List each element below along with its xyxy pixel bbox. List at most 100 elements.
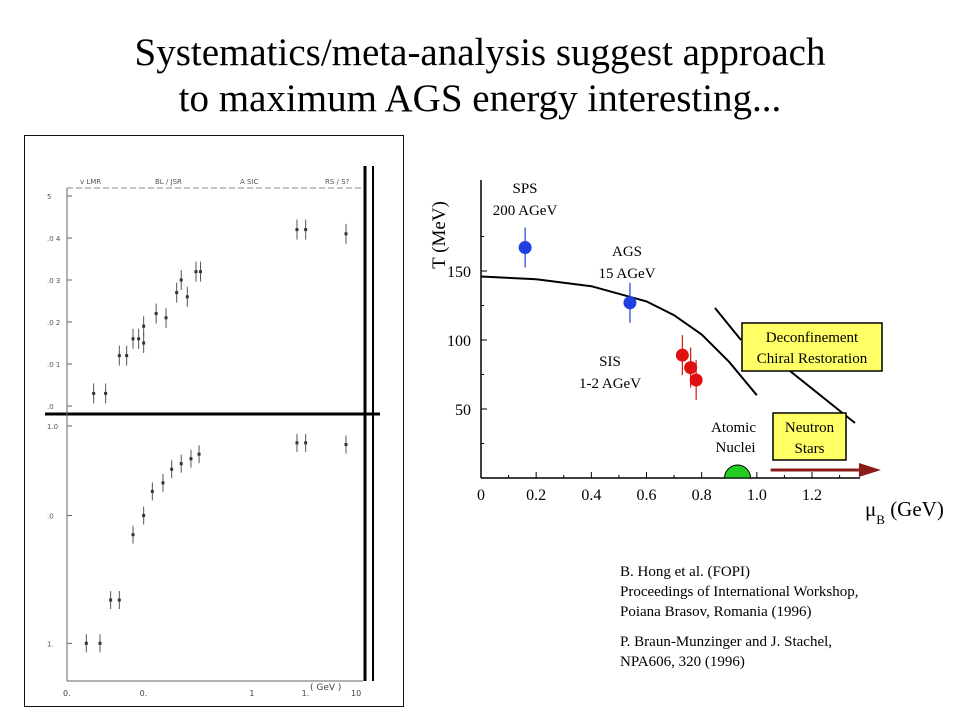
atomic-nuclei-label-line-1: Atomic	[711, 420, 756, 436]
x-tick-label: 0.2	[526, 487, 546, 504]
reference-1-line-2: Proceedings of International Workshop,	[620, 584, 859, 600]
sps-label-line-2: 200 AGeV	[493, 203, 558, 219]
x-tick-label: 1.2	[802, 487, 822, 504]
scan-top-point	[117, 354, 121, 358]
atomic-nuclei-label-line-2: Nuclei	[716, 440, 756, 456]
scan-top-point	[304, 228, 308, 232]
deconfinement-box-line-2: Chiral Restoration	[757, 351, 868, 367]
scan-bottom-x-tick: 10	[351, 689, 361, 698]
scan-bottom-point	[179, 462, 183, 466]
scan-bottom-point	[84, 641, 88, 645]
references: B. Hong et al. (FOPI) Proceedings of Int…	[620, 562, 950, 682]
reference-2: P. Braun-Munzinger and J. Stachel, NPA60…	[620, 632, 950, 672]
scan-top-point	[179, 278, 183, 282]
scan-bottom-x-label: ( GeV )	[310, 683, 341, 693]
reference-1-line-1: B. Hong et al. (FOPI)	[620, 564, 750, 580]
scan-bottom-x-tick: 1	[249, 689, 254, 698]
reference-2-line-1: P. Braun-Munzinger and J. Stachel,	[620, 634, 833, 650]
scan-top-point	[199, 270, 203, 274]
sis-label-line-2: 1-2 AGeV	[579, 376, 641, 392]
scan-top-point	[142, 341, 146, 345]
deconfinement-box-line-1: Deconfinement	[766, 330, 859, 346]
scan-bottom-point	[170, 467, 174, 471]
scan-top-point	[92, 391, 96, 395]
scan-top-point	[344, 232, 348, 236]
sis-point	[684, 361, 698, 375]
scan-bottom-point	[161, 481, 165, 485]
slide-title: Systematics/meta-analysis suggest approa…	[0, 30, 960, 122]
scan-region-label: A SIC	[240, 178, 259, 186]
x-axis-label: μB (GeV)	[865, 497, 944, 527]
scanned-plot-svg: v LMR BL / JSR A SIC RS / S? .0 .0 1 .0 2 .0 3.…	[45, 166, 380, 698]
scan-top-point	[142, 324, 146, 328]
scan-top-point	[131, 337, 135, 341]
sis-label-line-1: SIS	[599, 354, 621, 370]
scan-bottom-point	[131, 533, 135, 537]
reference-1: B. Hong et al. (FOPI) Proceedings of Int…	[620, 562, 950, 622]
scan-bottom-point	[98, 641, 102, 645]
ags-label-line-1: AGS	[612, 244, 642, 260]
x-tick-label: 0.6	[637, 487, 657, 504]
scan-top-point	[125, 354, 129, 358]
neutron-stars-box	[772, 412, 847, 461]
scan-bottom-x-tick: 0.	[140, 689, 148, 698]
scan-region-label: RS / S?	[325, 178, 350, 186]
scan-top-y-tick: 5	[47, 193, 51, 201]
scan-top-point	[175, 291, 179, 295]
reference-2-line-2: NPA606, 320 (1996)	[620, 654, 745, 670]
scan-bottom-y-tick: 1.	[47, 640, 54, 648]
scan-bottom-point	[344, 443, 348, 447]
scan-top-y-tick: .0 2	[47, 319, 60, 327]
x-tick-label: 1.0	[747, 487, 767, 504]
scan-region-label: BL / JSR	[155, 178, 182, 186]
scan-bottom-point	[304, 441, 308, 445]
y-tick-label: 50	[455, 402, 471, 419]
x-tick-label: 0.8	[692, 487, 712, 504]
scan-region-label: v LMR	[80, 178, 101, 186]
deconfinement-box	[741, 322, 883, 372]
neutron-stars-box-line-1: Neutron	[785, 420, 835, 436]
slide-title-line-1: Systematics/meta-analysis suggest approa…	[134, 31, 826, 74]
scan-top-point	[295, 228, 299, 232]
scan-top-point	[164, 316, 168, 320]
scan-top-y-tick: .0	[47, 403, 54, 411]
scan-bottom-y-tick: .0	[47, 513, 54, 521]
x-tick-label: 0	[477, 487, 485, 504]
scan-top-point	[185, 295, 189, 299]
sps-point	[518, 241, 532, 255]
y-axis-label: T (MeV)	[429, 201, 450, 269]
scan-bottom-x-tick: 0.	[63, 689, 71, 698]
scan-bottom-x-tick: 1.	[302, 689, 310, 698]
scan-top-y-tick: .0 4	[47, 235, 61, 243]
neutron-stars-box-line-2: Stars	[795, 441, 825, 457]
scan-bottom-point	[117, 598, 121, 602]
phase-boundary-line	[480, 275, 758, 396]
x-tick-label: 0.4	[581, 487, 601, 504]
scan-top-point	[137, 337, 141, 341]
sis-point	[689, 373, 703, 387]
scanned-plot-figure: v LMR BL / JSR A SIC RS / S? .0 .0 1 .0 2 .0 3.…	[24, 135, 404, 707]
ags-point	[623, 296, 637, 310]
scan-bottom-point	[197, 452, 201, 456]
scan-bottom-point	[189, 457, 193, 461]
scan-bottom-point	[295, 441, 299, 445]
sis-point	[675, 348, 689, 362]
scan-top-y-tick: .0 3	[47, 277, 60, 285]
phase-diagram: 0 0.2 0.4 0.6 0.8 1.0 1.2 50 100 150 T (MeV) μB (Ge…	[405, 140, 960, 550]
scan-top-point	[194, 270, 198, 274]
scan-top-point	[104, 391, 108, 395]
reference-1-line-3: Poiana Brasov, Romania (1996)	[620, 604, 812, 620]
slide-title-line-2: to maximum AGS energy interesting...	[178, 77, 782, 120]
scan-bottom-point	[142, 514, 146, 518]
scan-bottom-point	[150, 489, 154, 493]
scan-top-point	[154, 312, 158, 316]
y-tick-label: 150	[447, 264, 471, 281]
scan-top-y-tick: .0 1	[47, 361, 60, 369]
scan-bottom-y-tick: 1.0	[47, 423, 58, 431]
atomic-nuclei-marker	[724, 464, 752, 479]
scan-bottom-point	[109, 598, 113, 602]
y-tick-label: 100	[447, 333, 471, 350]
ags-label-line-2: 15 AGeV	[598, 266, 655, 282]
annotation-connector	[714, 307, 742, 341]
